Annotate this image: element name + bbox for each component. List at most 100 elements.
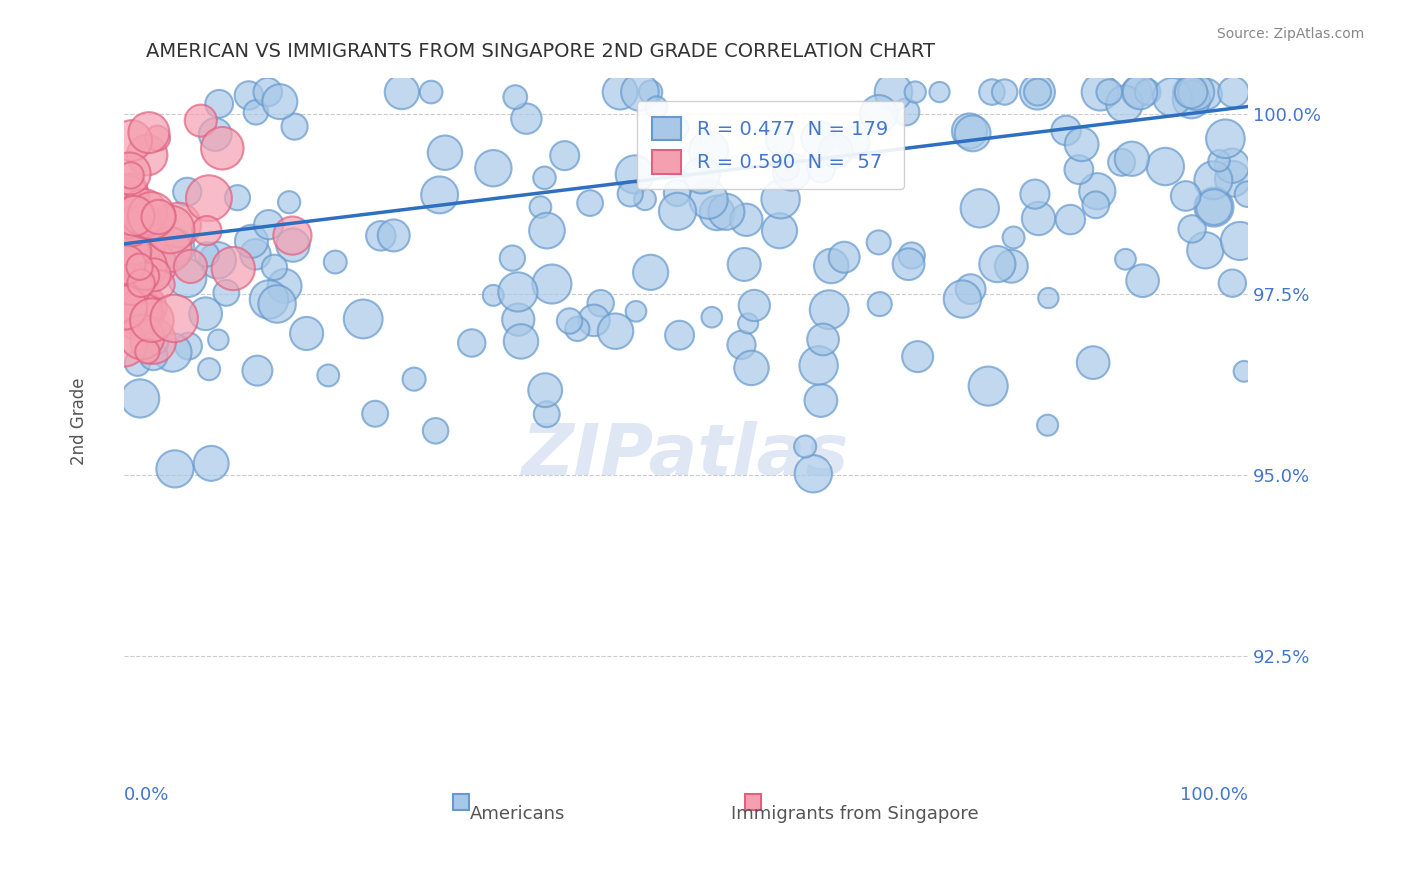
Point <box>1181 222 1204 236</box>
Point <box>1202 200 1225 214</box>
Point <box>832 250 855 264</box>
Point <box>143 268 166 282</box>
Point <box>1085 184 1108 198</box>
Point <box>1129 85 1152 99</box>
Point <box>1154 160 1177 174</box>
Point <box>157 243 180 257</box>
Point <box>666 204 689 219</box>
Point <box>115 207 138 221</box>
Point <box>273 279 295 293</box>
Point <box>882 85 904 99</box>
Point <box>129 277 152 291</box>
Point <box>697 193 720 207</box>
Point <box>1195 87 1218 102</box>
Point <box>869 297 891 311</box>
Point <box>733 257 755 271</box>
Point <box>391 85 413 99</box>
Point <box>1114 96 1136 111</box>
Point <box>420 85 443 99</box>
Point <box>198 362 221 376</box>
Point <box>134 260 156 274</box>
Point <box>1194 244 1216 258</box>
Point <box>257 218 280 232</box>
Point <box>1180 93 1202 107</box>
Point <box>533 170 555 185</box>
Point <box>124 209 146 223</box>
Text: 2nd Grade: 2nd Grade <box>70 377 87 465</box>
Point <box>131 306 153 320</box>
Point <box>605 324 627 338</box>
Point <box>794 440 817 454</box>
Point <box>820 259 842 273</box>
Point <box>136 148 159 162</box>
Point <box>149 277 172 292</box>
Point <box>619 186 641 201</box>
Point <box>1229 234 1251 248</box>
Point <box>977 379 1000 393</box>
Point <box>1000 259 1022 273</box>
Point <box>506 285 529 299</box>
Point <box>177 339 200 353</box>
Point <box>139 235 162 249</box>
Point <box>226 191 249 205</box>
Point <box>1054 123 1077 137</box>
Point <box>558 314 581 328</box>
Point <box>780 165 803 179</box>
Point <box>541 277 564 291</box>
Point <box>142 334 165 348</box>
Point <box>142 349 165 363</box>
Point <box>1233 364 1256 378</box>
Point <box>121 211 143 225</box>
Point <box>579 196 602 211</box>
Point <box>807 131 830 145</box>
Text: 0.0%: 0.0% <box>124 786 169 804</box>
Point <box>567 322 589 336</box>
Point <box>245 247 267 261</box>
Point <box>628 85 651 99</box>
Point <box>735 212 758 227</box>
Point <box>1036 418 1059 433</box>
Point <box>503 90 526 104</box>
Point <box>706 206 728 220</box>
Point <box>141 209 163 223</box>
Point <box>623 168 645 182</box>
Point <box>129 392 152 406</box>
Point <box>811 333 834 347</box>
Point <box>482 288 505 302</box>
Point <box>211 141 233 155</box>
Point <box>163 311 186 326</box>
Point <box>1161 90 1184 104</box>
Point <box>148 210 170 224</box>
Point <box>582 313 605 327</box>
Point <box>1208 153 1230 168</box>
Point <box>897 257 920 271</box>
Point <box>129 291 152 305</box>
Point <box>163 241 186 255</box>
Point <box>624 304 647 318</box>
Point <box>950 292 973 306</box>
Point <box>986 257 1008 271</box>
Point <box>382 228 405 243</box>
Point <box>1136 85 1159 99</box>
Point <box>120 169 142 183</box>
Point <box>962 126 984 140</box>
Point <box>928 85 950 99</box>
Point <box>115 258 138 272</box>
Point <box>1174 189 1197 203</box>
Point <box>1081 356 1104 370</box>
Point <box>1084 198 1107 212</box>
Point <box>127 313 149 327</box>
Point <box>818 302 841 317</box>
Point <box>256 85 278 99</box>
Point <box>246 364 269 378</box>
Point <box>1067 162 1090 177</box>
Point <box>176 185 198 199</box>
Point <box>1215 132 1237 146</box>
Point <box>370 228 392 243</box>
Point <box>128 260 150 274</box>
Point <box>146 131 169 145</box>
Point <box>263 260 285 275</box>
Point <box>425 424 447 438</box>
Point <box>515 112 537 126</box>
Point <box>131 330 153 344</box>
